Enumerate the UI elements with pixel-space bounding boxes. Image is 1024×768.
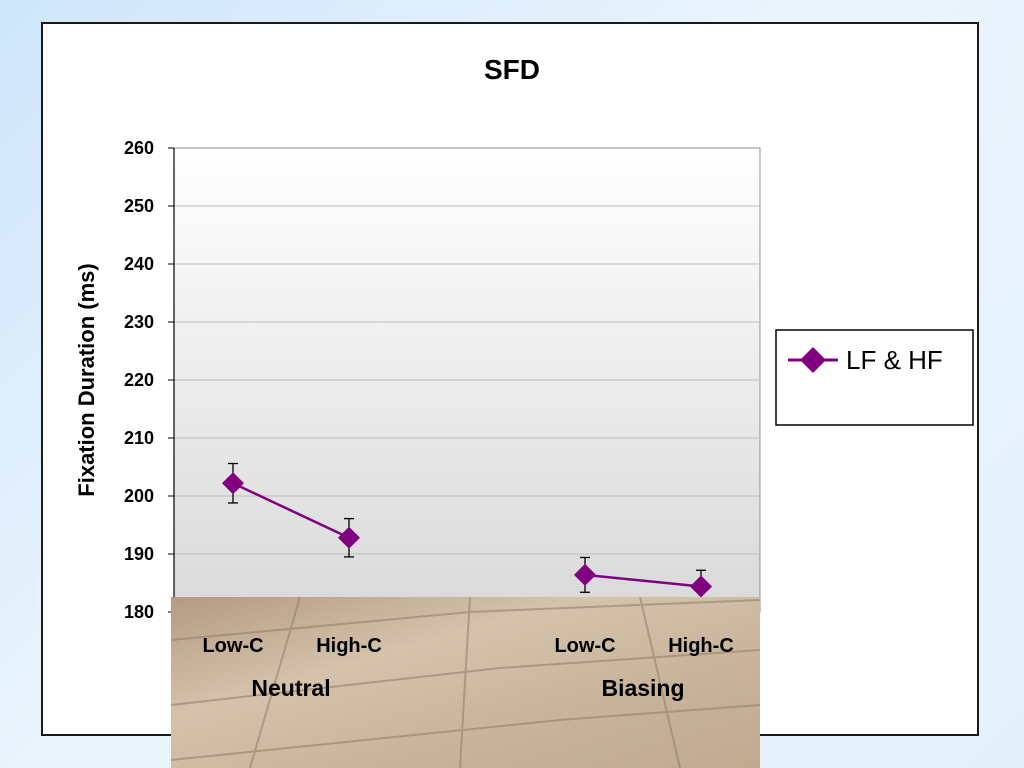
x-tick-label: High-C [668,635,734,657]
data-point [574,563,596,586]
y-tick-label: 220 [124,370,154,390]
y-tick-label: 250 [124,196,154,216]
y-axis: 180 190 200 210 220 230 240 250 260 [124,138,175,622]
legend-label: LF & HF [846,345,943,375]
x-tick-label: High-C [316,635,382,657]
y-tick-label: 260 [124,138,154,158]
x-group-label: Neutral [251,675,330,701]
series-line [232,482,350,539]
gridlines [174,205,760,555]
series-lf-hf [222,462,712,604]
y-tick-label: 230 [124,312,154,332]
y-tick-label: 200 [124,486,154,506]
series-line [584,573,702,588]
data-point [338,526,360,549]
x-group-label: Biasing [601,675,684,701]
legend: LF & HF [775,329,974,426]
floor-tile-image [170,596,761,768]
y-tick-label: 190 [124,544,154,564]
y-tick-label: 210 [124,428,154,448]
legend-marker-icon [800,347,826,373]
y-tick-label: 240 [124,254,154,274]
x-tick-label: Low-C [202,635,263,657]
data-point [222,472,244,495]
data-point [690,575,712,598]
x-tick-label: Low-C [554,635,615,657]
y-tick-label: 180 [124,602,154,622]
x-axis: Low-C High-C Low-C High-C Neutral Biasing [202,635,733,701]
chart-title: SFD [484,54,540,85]
y-axis-label: Fixation Duration (ms) [74,263,99,496]
